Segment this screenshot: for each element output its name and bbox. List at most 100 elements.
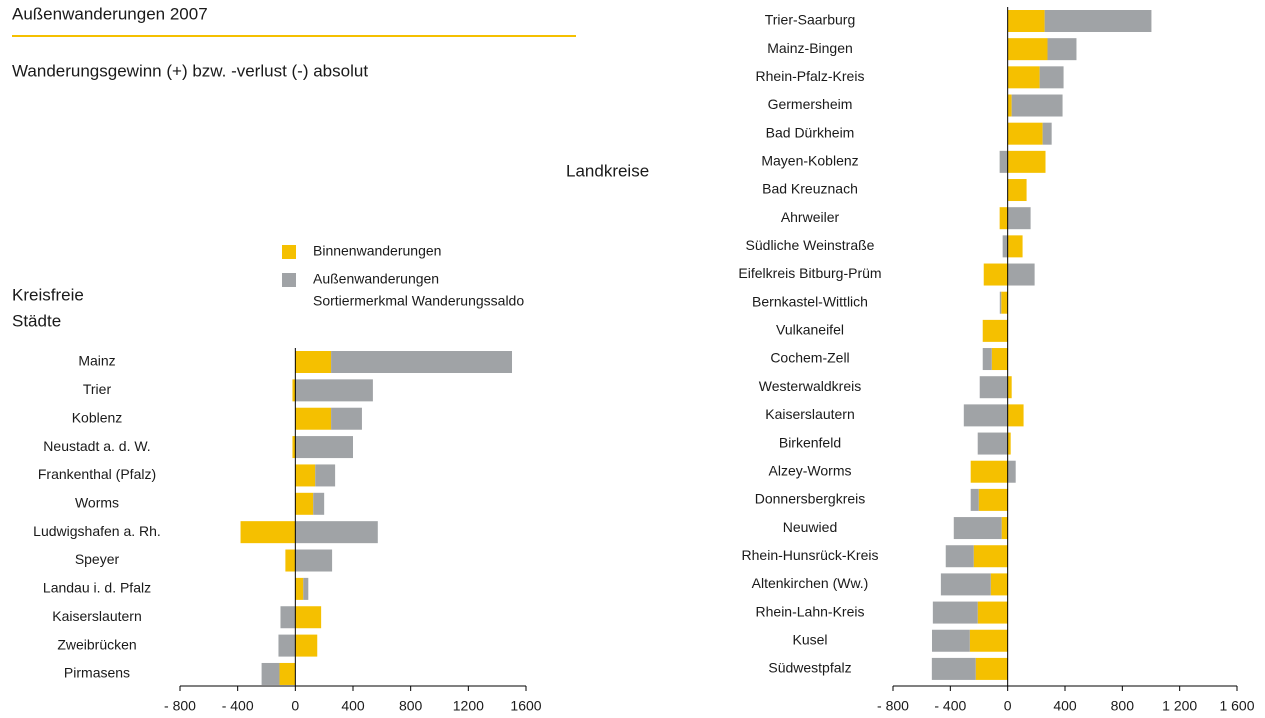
bar-segment [970,460,1008,483]
bar-segment [999,150,1008,173]
bar-segment [1001,517,1008,540]
bar-segment [295,549,333,572]
category-label: Bad Dürkheim [766,124,855,140]
bar-segment [280,606,296,629]
bar-segment [292,379,296,402]
bar-segment [975,657,1008,680]
category-label: Speyer [75,551,120,567]
subtitle: Wanderungsgewinn (+) bzw. -verlust (-) a… [12,61,368,80]
x-tick-label: 800 [1111,698,1135,714]
category-label: Kusel [792,631,827,647]
category-label: Cochem-Zell [770,350,849,366]
bar-segment [295,577,304,600]
bar-segment [295,521,378,544]
bar-segment [991,348,1008,371]
bar-segment [240,521,296,544]
category-label: Kaiserslautern [765,406,855,422]
category-label: Frankenthal (Pfalz) [38,466,156,482]
bar-segment [990,573,1008,596]
category-label: Südwestpfalz [768,660,851,676]
category-label: Altenkirchen (Ww.) [752,575,869,591]
bar-segment [1039,66,1064,89]
x-tick-label: - 400 [222,698,254,714]
category-label: Neustadt a. d. W. [43,438,150,454]
bar-segment [970,488,979,511]
x-tick-label: 1200 [453,698,484,714]
category-label: Landau i. d. Pfalz [43,580,151,596]
bar-segment [331,407,362,430]
bar-segment [940,573,991,596]
legend-swatch [282,245,296,259]
bar-segment [1007,207,1031,230]
bar-segment [1007,10,1045,32]
category-label: Südliche Weinstraße [746,237,875,253]
bar-segment [1007,404,1024,427]
category-label: Alzey-Worms [769,462,852,478]
bar-segment [999,207,1008,230]
bar-segment [977,601,1008,624]
bar-segment [982,319,1008,342]
bar-segment [295,606,322,629]
category-label: Kaiserslautern [52,608,142,624]
bar-segment [295,634,318,657]
category-label: Bernkastel-Wittlich [752,293,868,309]
bar-segment [295,436,353,459]
category-label: Pirmasens [64,665,130,681]
category-label: Vulkaneifel [776,322,844,338]
x-tick-label: 800 [399,698,423,714]
bar-segment [1001,291,1008,314]
bar-segment [295,379,373,402]
category-label: Rhein-Hunsrück-Kreis [742,547,879,563]
category-label: Zweibrücken [57,636,136,652]
category-label: Donnersbergkreis [755,491,866,507]
category-label: Ludwigshafen a. Rh. [33,523,161,539]
bar-segment [931,629,970,652]
bar-segment [932,601,978,624]
bar-segment [999,291,1002,314]
bar-segment [331,351,513,373]
bar-segment [295,464,316,487]
x-tick-label: 1600 [510,698,541,714]
bar-segment [945,545,974,568]
page-title: Außenwanderungen 2007 [12,4,208,23]
bar-segment [1007,66,1040,89]
bar-segment [982,348,992,371]
bar-segment [931,657,976,680]
x-tick-label: 400 [341,698,365,714]
bar-segment [295,351,332,373]
bar-segment [1007,94,1012,117]
bar-segment [1007,460,1016,483]
category-label: Eifelkreis Bitburg-Prüm [738,265,881,281]
bar-segment [1002,235,1008,258]
category-label: Bad Kreuznach [762,181,858,197]
left-heading: Kreisfreie [12,285,84,304]
bar-segment [303,577,309,600]
bar-segment [969,629,1008,652]
category-label: Rhein-Pfalz-Kreis [756,68,865,84]
bar-segment [1007,179,1027,202]
category-label: Trier-Saarburg [765,12,856,28]
bar-segment [1047,38,1077,61]
bar-segment [1042,122,1052,145]
bar-segment [979,376,1008,399]
bar-segment [953,517,1002,540]
x-tick-label: 1 600 [1219,698,1254,714]
bar-segment [261,662,280,685]
legend-swatch [282,273,296,287]
right-heading: Landkreise [566,161,649,180]
bar-segment [1011,94,1063,117]
bar-segment [983,263,1008,286]
bar-segment [285,549,296,572]
category-label: Worms [75,495,119,511]
x-tick-label: 1 200 [1162,698,1197,714]
category-label: Mayen-Koblenz [761,153,858,169]
bar-segment [313,492,325,515]
bar-segment [292,436,296,459]
bar-segment [1007,432,1011,455]
x-tick-label: - 400 [934,698,966,714]
category-label: Ahrweiler [781,209,840,225]
x-tick-label: 0 [1004,698,1012,714]
bar-segment [1007,263,1035,286]
note: Sortiermerkmal Wanderungssaldo [313,293,524,309]
